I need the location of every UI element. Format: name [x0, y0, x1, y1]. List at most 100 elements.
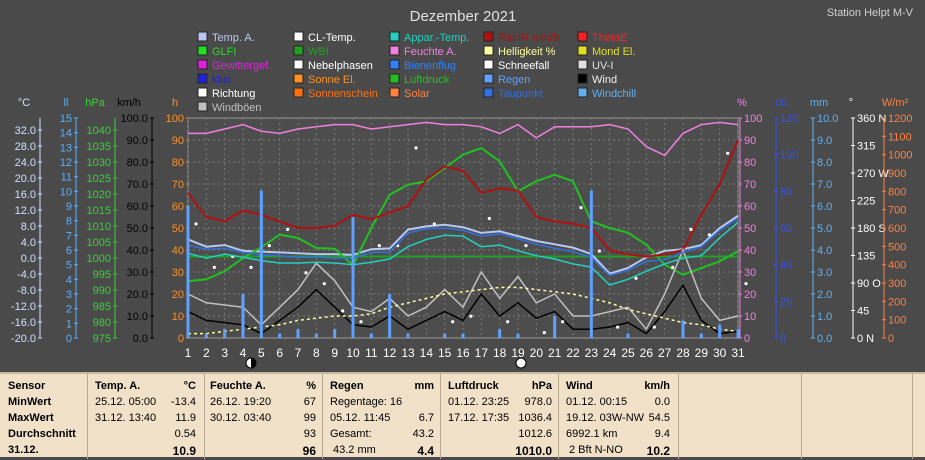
legend-label: WBI	[308, 46, 329, 58]
legend-label: Helligkeit %	[498, 46, 556, 58]
legend-label: Luftdruck	[404, 74, 450, 86]
axis-tick-uv: 7	[66, 230, 72, 242]
axis-tick-deg: 135	[857, 251, 875, 263]
wind-direction-point	[487, 216, 491, 221]
legend-swatch	[197, 59, 208, 70]
wind-direction-point	[212, 265, 216, 269]
axis-tick-uv: 0	[66, 333, 72, 345]
axis-tick-hpa: 995	[93, 269, 111, 281]
legend-swatch	[577, 87, 588, 98]
wind-direction-point	[707, 233, 711, 237]
stats-unit: km/h	[644, 380, 670, 392]
legend-swatch	[483, 31, 494, 42]
x-tick-label: 21	[548, 346, 562, 360]
x-tick-label: 7	[295, 346, 302, 360]
axis-tick-h: 100	[166, 113, 184, 125]
wind-direction-point	[377, 244, 381, 248]
wind-direction-point	[744, 282, 748, 286]
wind-direction-point	[652, 325, 656, 329]
axis-tick-cb: 120	[780, 113, 798, 125]
axis-tick-hpa: 1015	[87, 205, 111, 217]
axis-tick-cb: 100	[780, 150, 798, 162]
axis-tick-temp: -16.0	[11, 317, 36, 329]
axis-tick-pct: 90	[744, 135, 756, 147]
wind-direction-point	[542, 330, 546, 335]
series-line-helligkeit	[188, 286, 739, 335]
stats-col-empty	[802, 374, 913, 459]
series-layer	[186, 121, 748, 338]
axis-tick-temp: 20.0	[15, 173, 36, 185]
rain-bar	[296, 329, 300, 338]
wind-direction-point	[414, 146, 418, 150]
axis-tick-temp: 16.0	[15, 189, 36, 201]
wind-direction-point	[469, 314, 473, 318]
axis-tick-deg: 180 S	[857, 223, 886, 235]
x-tick-label: 5	[258, 346, 265, 360]
axis-tick-wm2: 300	[888, 278, 906, 290]
axis-tick-temp: 8.0	[21, 221, 36, 233]
legend-swatch	[577, 31, 588, 42]
rain-bar	[498, 329, 502, 338]
axis-tick-wm2: 0	[888, 333, 894, 345]
axis-tick-pct: 100	[744, 113, 762, 125]
legend-label: Nebelphasen	[308, 60, 373, 72]
stats-unit: %	[306, 380, 316, 392]
rain-bar	[553, 316, 557, 338]
stats-unit: mm	[414, 380, 434, 392]
stats-value: -13.4	[170, 396, 196, 408]
stats-col-wind: Wind km/h 01.12. 00:15 0.0 19.12. 03W-NW 54…	[559, 374, 679, 459]
axis-tick-uv: 2	[66, 304, 72, 316]
stats-label: 6992.1 km	[566, 428, 618, 440]
axis-tick-cb: 80	[780, 186, 792, 198]
axis-tick-mm: 3.0	[817, 267, 832, 279]
legend-label: Appar.-Temp.	[404, 32, 469, 44]
wind-direction-point	[322, 282, 326, 286]
x-tick-label: 20	[530, 346, 544, 360]
axis-unit-cb: cb	[775, 97, 787, 109]
axis-tick-kmh: 90.0	[127, 135, 148, 147]
x-tick-label: 28	[676, 346, 690, 360]
axis-tick-kmh: 10.0	[127, 311, 148, 323]
rain-bar	[443, 333, 447, 338]
series-line-feuchte-a	[188, 121, 739, 157]
rain-bar	[406, 333, 410, 338]
stats-value: 0.54	[174, 428, 196, 440]
legend-label: Bienenflug	[404, 60, 456, 72]
moon-icon	[515, 357, 527, 369]
legend-swatch	[389, 45, 400, 56]
legend-label: Richtung	[212, 88, 255, 100]
series-line-wind	[187, 283, 739, 335]
axis-tick-uv: 6	[66, 245, 72, 257]
legend-label: Solar	[404, 88, 430, 100]
legend-swatch	[483, 59, 494, 70]
legend: Temp. A. CL-Temp. Appar.-Temp. RainR mm/h Th…	[197, 31, 636, 114]
wind-direction-point	[506, 320, 510, 324]
axis-tick-cb: 40	[780, 260, 792, 272]
stats-value: 0.0	[654, 396, 670, 408]
axis-tick-hpa: 975	[93, 333, 111, 345]
stats-time: 17.12. 17:35	[448, 412, 510, 424]
moon-phase-icons	[245, 357, 527, 369]
legend-swatch	[389, 59, 400, 70]
axis-tick-temp: -8.0	[17, 285, 36, 297]
axis-tick-h: 80	[172, 157, 184, 169]
axis-tick-wm2: 600	[888, 223, 906, 235]
x-tick-label: 24	[603, 346, 617, 360]
axis-tick-temp: 28.0	[15, 141, 36, 153]
x-tick-label: 12	[383, 346, 397, 360]
rain-bar	[589, 190, 593, 338]
axis-tick-deg: 360 N	[857, 113, 886, 125]
x-tick-label: 19	[511, 346, 525, 360]
axis-tick-uv: 15	[60, 113, 72, 125]
legend-swatch	[197, 87, 208, 98]
legend-label: Feuchte A.	[404, 46, 457, 58]
legend-swatch	[389, 73, 400, 84]
x-tick-label: 6	[276, 346, 283, 360]
stats-col-humidity: Feuchte A.% 26.12. 19:20 67 30.12. 03:40 9…	[205, 374, 323, 459]
legend-label: CL-Temp.	[308, 32, 356, 44]
axis-tick-kmh: 50.0	[127, 223, 148, 235]
axis-tick-pct: 70	[744, 179, 756, 191]
chart-title: Dezember 2021	[410, 8, 517, 25]
stats-current: 4.4	[417, 444, 434, 458]
